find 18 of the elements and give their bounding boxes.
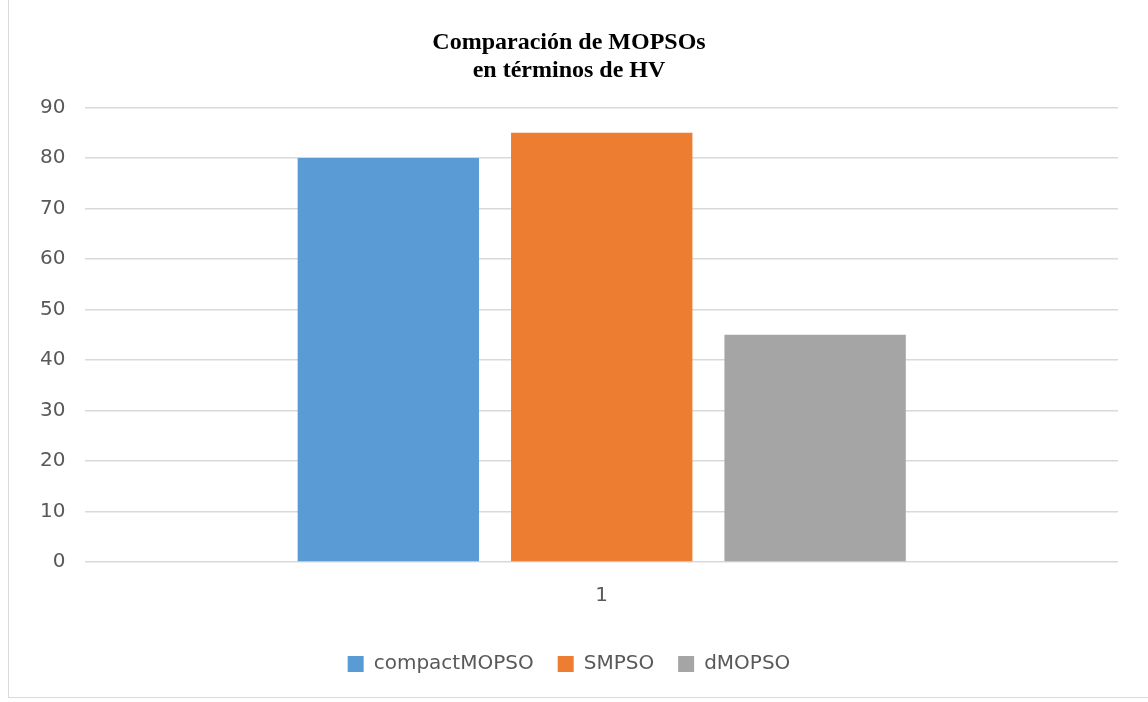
legend-label: SMPSO	[583, 650, 655, 675]
x-tick-label: 1	[595, 582, 609, 607]
y-tick-label: 30	[40, 396, 66, 421]
y-tick-label: 80	[40, 144, 66, 169]
y-tick-label: 60	[40, 245, 66, 270]
bar	[297, 158, 480, 562]
legend-label: dMOPSO	[704, 650, 791, 675]
y-tick-label: 70	[40, 194, 66, 219]
y-tick-label: 0	[52, 548, 66, 573]
y-tick-label: 50	[40, 295, 66, 320]
y-tick-label: 40	[40, 346, 66, 371]
y-tick-label: 90	[40, 93, 66, 118]
chart-title: Comparación de MOPSOs en términos de HV	[432, 27, 706, 83]
legend-label: compactMOPSO	[373, 650, 534, 675]
y-tick-label: 20	[40, 447, 66, 472]
bar	[724, 334, 906, 562]
y-tick-label: 10	[40, 497, 66, 522]
bar	[511, 132, 693, 562]
